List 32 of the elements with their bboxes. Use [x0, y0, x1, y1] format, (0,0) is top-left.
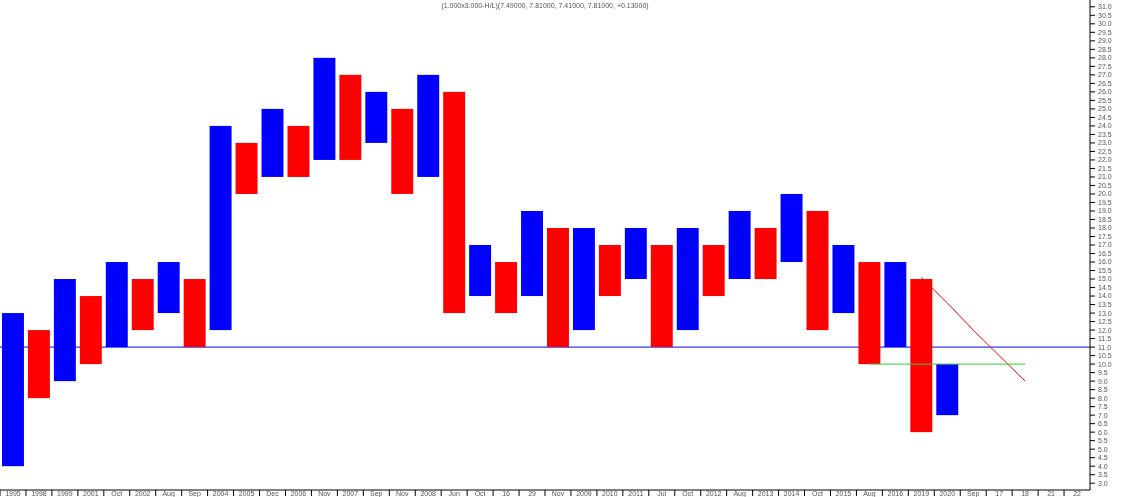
bar — [287, 125, 310, 177]
bar — [676, 227, 699, 331]
bar — [780, 193, 803, 263]
bar — [443, 91, 466, 314]
bar — [469, 245, 492, 297]
bar — [27, 330, 50, 399]
bar — [521, 210, 543, 297]
bar — [391, 108, 414, 194]
bar — [650, 245, 673, 348]
bar — [547, 227, 569, 348]
bar — [598, 245, 621, 297]
bar — [832, 245, 855, 314]
bar — [572, 227, 595, 331]
bar — [624, 227, 647, 280]
bar — [79, 296, 102, 365]
bar — [183, 279, 206, 348]
bar — [261, 108, 284, 177]
bar — [754, 227, 777, 280]
bar — [157, 262, 180, 314]
bar — [858, 262, 881, 365]
bar — [365, 91, 388, 143]
bar — [339, 74, 362, 160]
bar — [806, 210, 829, 331]
bar — [702, 245, 725, 297]
bar — [728, 210, 751, 280]
bar — [495, 262, 518, 314]
bar — [936, 364, 959, 416]
bar — [417, 74, 440, 177]
bar — [209, 125, 232, 331]
bar — [235, 142, 258, 194]
bar — [131, 279, 154, 331]
bar — [313, 57, 336, 160]
